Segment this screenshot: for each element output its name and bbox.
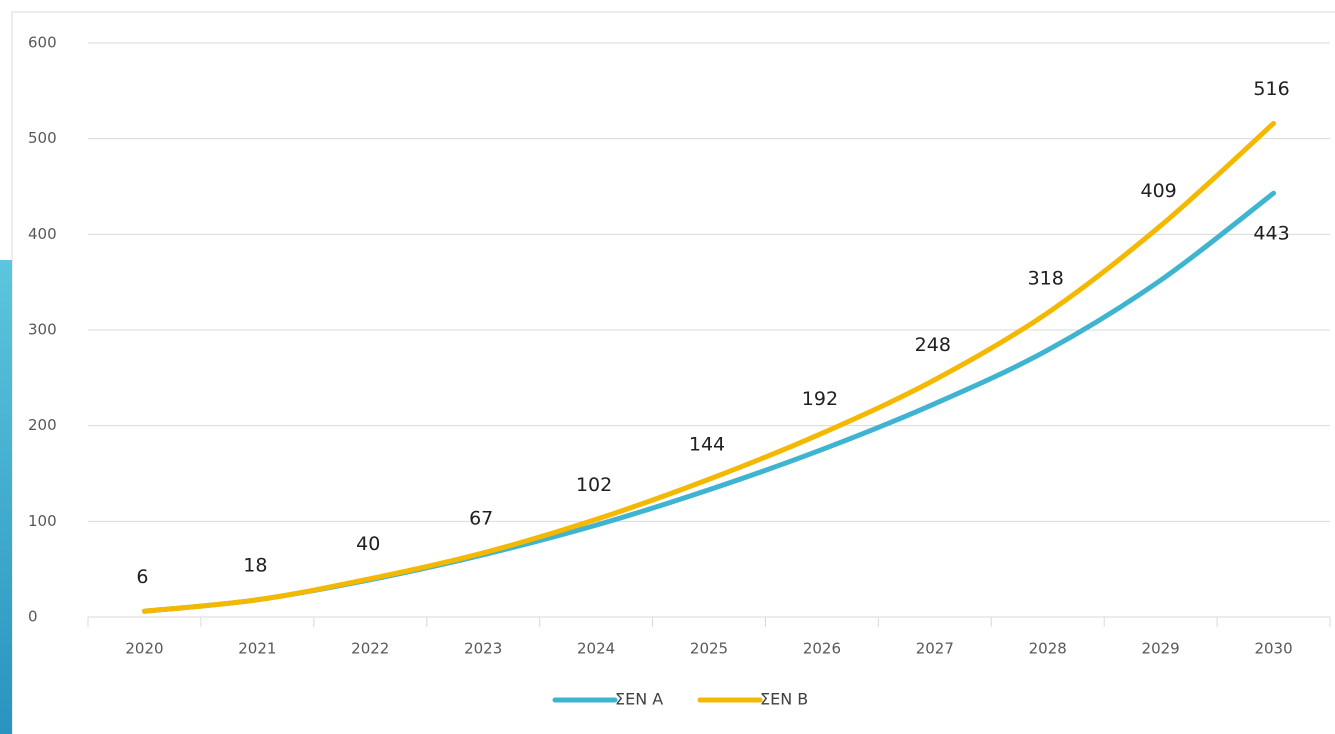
data-label: 6	[136, 566, 148, 588]
data-label: 192	[802, 388, 838, 410]
data-label: 67	[469, 507, 493, 529]
y-tick-label: 400	[28, 225, 57, 243]
y-tick-label: 100	[28, 512, 57, 530]
x-tick-label: 2022	[351, 640, 389, 658]
line-series	[141, 190, 1277, 614]
x-tick-label: 2023	[464, 640, 502, 658]
data-label: 516	[1253, 78, 1289, 100]
x-tick-label: 2021	[238, 640, 276, 658]
data-label: 318	[1028, 267, 1064, 289]
x-tick-label: 2028	[1029, 640, 1067, 658]
y-tick-label: 600	[28, 34, 57, 52]
data-label: 40	[356, 533, 380, 555]
y-tick-label: 200	[28, 416, 57, 434]
side-strip	[0, 260, 12, 734]
data-label: 144	[689, 434, 725, 456]
x-tick-label: 2027	[916, 640, 954, 658]
y-tick-label: 0	[28, 608, 38, 626]
legend-label: ΣΕΝ Β	[760, 690, 808, 709]
data-label: 409	[1141, 180, 1177, 202]
y-tick-label: 300	[28, 321, 57, 339]
data-label: 18	[243, 554, 267, 576]
data-label: 248	[915, 334, 951, 356]
chart-border	[11, 11, 1335, 734]
data-label: 102	[576, 474, 612, 496]
data-label: 443	[1253, 223, 1289, 245]
x-tick-label: 2029	[1142, 640, 1180, 658]
x-tick-label: 2026	[803, 640, 841, 658]
x-tick-label: 2020	[125, 640, 163, 658]
x-tick-label: 2025	[690, 640, 728, 658]
y-tick-label: 500	[28, 129, 57, 147]
x-tick-label: 2024	[577, 640, 615, 658]
line-series	[141, 120, 1277, 614]
legend-label: ΣΕΝ Α	[615, 690, 663, 709]
x-tick-label: 2030	[1254, 640, 1292, 658]
